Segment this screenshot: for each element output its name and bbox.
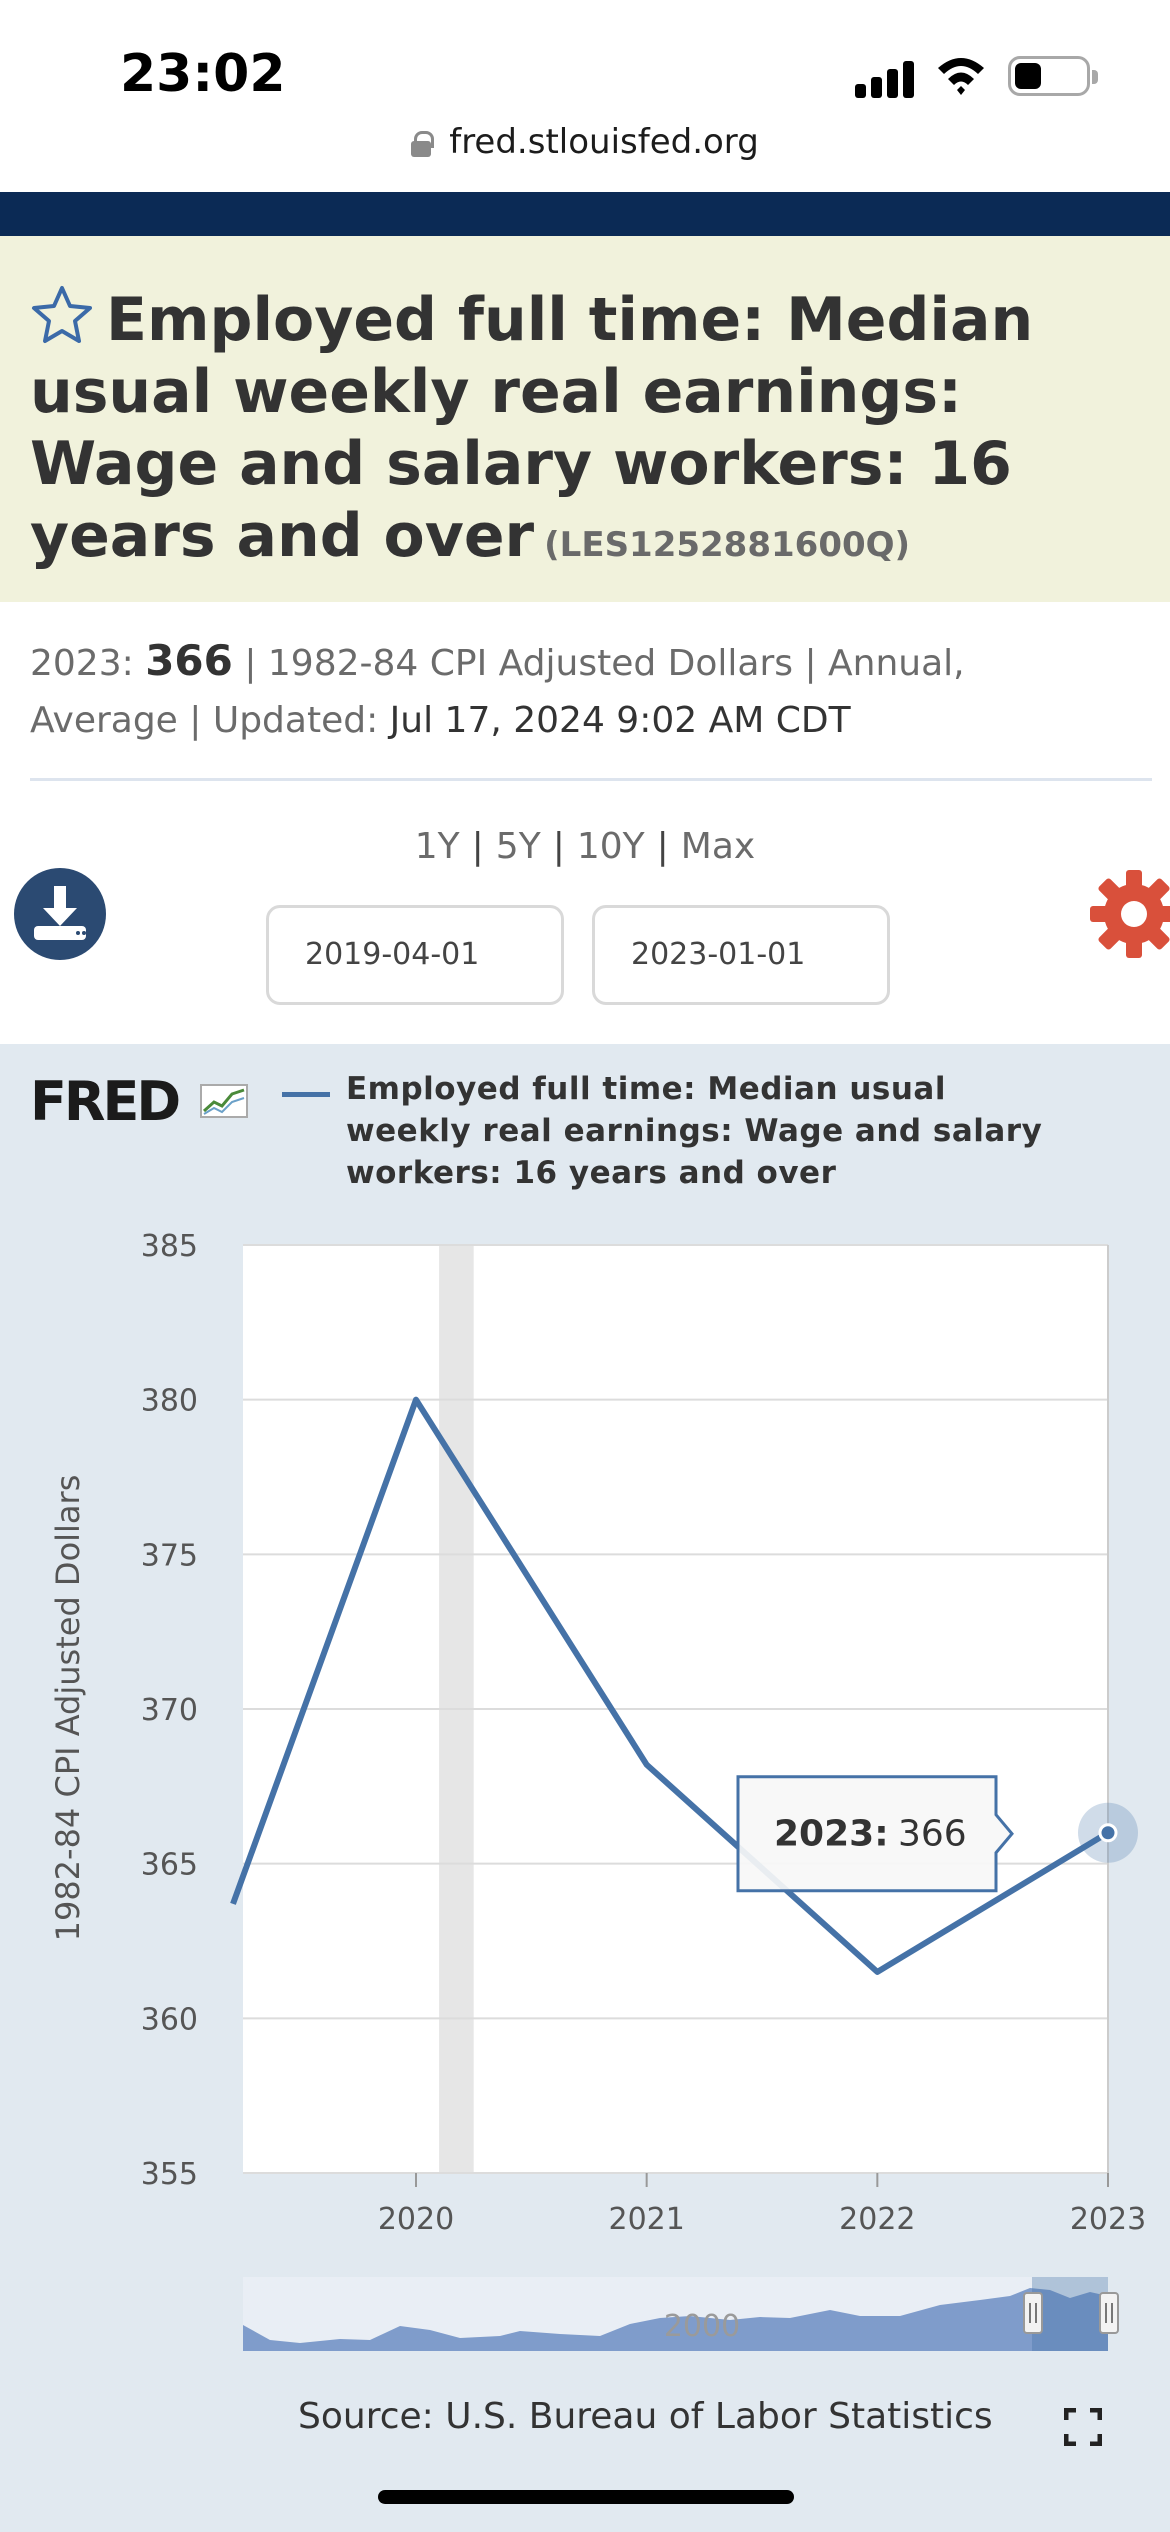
- range-selector: 1Y | 5Y | 10Y | Max: [414, 826, 756, 867]
- status-bar: 23:02: [0, 0, 1170, 130]
- url-text: fred.stlouisfed.org: [449, 122, 759, 162]
- download-button[interactable]: [14, 868, 106, 960]
- home-indicator: [378, 2490, 794, 2504]
- fullscreen-icon[interactable]: [1064, 2408, 1102, 2446]
- fred-logo-text: FRED: [30, 1070, 181, 1133]
- y-axis-label: 1982-84 CPI Adjusted Dollars: [49, 1474, 87, 1942]
- wifi-icon: [938, 58, 984, 95]
- download-icon: [34, 886, 86, 940]
- settings-button[interactable]: [1088, 868, 1170, 960]
- series-meta: 2023: 366 | 1982-84 CPI Adjusted Dollars…: [30, 632, 1140, 749]
- range-1y[interactable]: 1Y: [414, 826, 460, 867]
- site-nav-strip: [0, 192, 1170, 236]
- units-text: | 1982-84 CPI Adjusted Dollars | Annual,: [244, 643, 965, 684]
- start-date-input[interactable]: 2019-04-01: [266, 905, 564, 1005]
- series-id: (LES1252881600Q): [544, 525, 911, 565]
- legend-swatch: [282, 1092, 330, 1097]
- battery-icon: [1008, 56, 1090, 96]
- end-date-input[interactable]: 2023-01-01: [592, 905, 890, 1005]
- range-max[interactable]: Max: [680, 826, 756, 867]
- address-bar[interactable]: fred.stlouisfed.org: [0, 122, 1170, 162]
- frequency-text: Average | Updated:: [30, 700, 379, 741]
- gear-icon: [1090, 870, 1170, 958]
- lock-icon: [411, 131, 435, 157]
- fred-logo[interactable]: FRED: [30, 1070, 248, 1133]
- legend-label[interactable]: Employed full time: Median usual weekly …: [346, 1071, 1043, 1191]
- divider: [30, 778, 1152, 781]
- updated-date: Jul 17, 2024 9:02 AM CDT: [389, 700, 851, 741]
- range-10y[interactable]: 10Y: [576, 826, 645, 867]
- range-5y[interactable]: 5Y: [495, 826, 541, 867]
- fred-chart-icon: [200, 1084, 248, 1118]
- series-title: Employed full time: Median usual weekly …: [30, 285, 1034, 571]
- page-title: Employed full time: Median usual weekly …: [30, 284, 1140, 581]
- battery-cap: [1092, 70, 1098, 84]
- status-time: 23:02: [120, 44, 286, 104]
- chart-panel: [0, 1044, 1170, 2532]
- latest-value: 366: [145, 636, 233, 685]
- cellular-signal-icon: [855, 58, 915, 98]
- latest-label: 2023:: [30, 643, 134, 684]
- favorite-star-icon[interactable]: [30, 284, 94, 344]
- source-text: Source: U.S. Bureau of Labor Statistics: [298, 2396, 993, 2437]
- series-header: Employed full time: Median usual weekly …: [0, 236, 1170, 602]
